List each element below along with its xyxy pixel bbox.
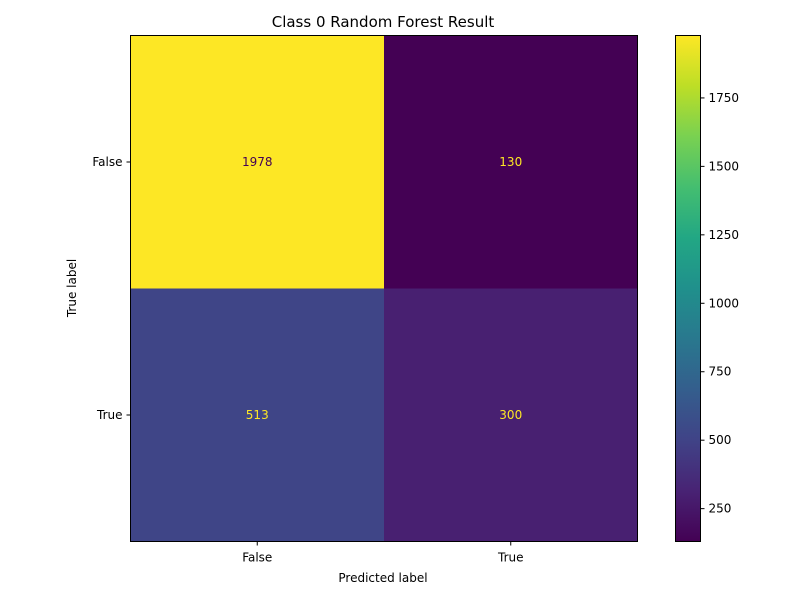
cell-value-label: 513 — [246, 408, 269, 422]
heatmap-cell — [130, 35, 385, 289]
colorbar-tick-label: 1000 — [709, 296, 740, 310]
y-tick-label: True — [96, 408, 123, 422]
colorbar-tick-label: 1250 — [709, 228, 740, 242]
heatmap-cell — [384, 35, 638, 289]
colorbar-tick-label: 750 — [709, 365, 732, 379]
x-axis-ticks: False True — [242, 541, 524, 565]
cell-value-label: 1978 — [242, 155, 273, 169]
colorbar-tick-label: 1750 — [709, 91, 740, 105]
colorbar: 250 500 750 1000 1250 1500 1750 — [675, 35, 740, 542]
colorbar-tick-label: 500 — [709, 433, 732, 447]
colorbar-tick-label: 1500 — [709, 159, 740, 173]
heatmap-cell — [384, 288, 638, 542]
plot-frame — [130, 35, 638, 542]
heatmap-cells — [130, 35, 638, 542]
heatmap-cell — [130, 288, 385, 542]
colorbar-gradient — [675, 35, 701, 542]
y-axis-ticks: False True — [92, 155, 131, 422]
colorbar-tick-label: 250 — [709, 502, 732, 516]
x-tick-label: False — [242, 551, 272, 565]
chart-title: Class 0 Random Forest Result — [272, 13, 495, 31]
cell-value-label: 300 — [499, 408, 522, 422]
y-tick-label: False — [92, 155, 122, 169]
x-axis-label: Predicted label — [338, 571, 427, 585]
cell-value-label: 130 — [499, 155, 522, 169]
y-axis-label: True label — [65, 259, 79, 318]
x-tick-label: True — [497, 551, 524, 565]
cell-value-labels: 1978 130 513 300 — [242, 155, 522, 422]
